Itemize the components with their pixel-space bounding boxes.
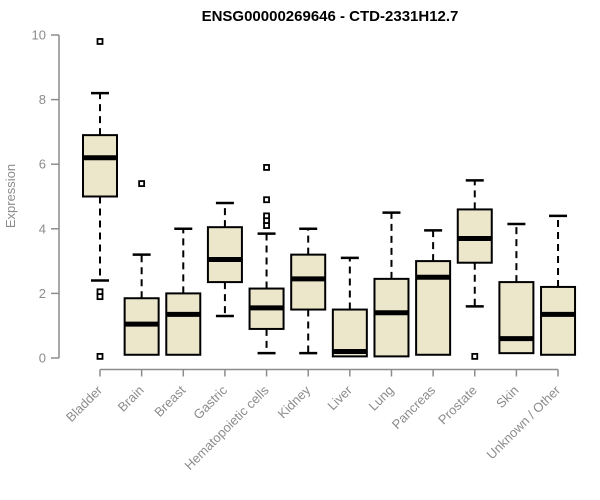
box-group-unknown-other — [540, 214, 577, 356]
x-tick-label-breast: Breast — [151, 382, 188, 419]
box-group-kidney — [290, 227, 327, 355]
chart-title: ENSG00000269646 - CTD-2331H12.7 — [202, 8, 459, 25]
outlier-point — [471, 352, 479, 360]
outlier-point — [263, 196, 270, 204]
y-tick-label: 6 — [39, 157, 46, 172]
box-group-lung — [373, 211, 410, 358]
outlier-point — [263, 222, 270, 229]
y-tick-label: 8 — [39, 92, 46, 107]
outlier-point — [263, 164, 270, 171]
x-tick-label-kidney: Kidney — [275, 382, 314, 421]
box-group-breast — [165, 227, 202, 356]
y-axis-title: Expression — [3, 164, 18, 228]
box-group-pancreas — [415, 229, 452, 356]
x-tick-label-prostate: Prostate — [435, 383, 480, 428]
y-tick-label: 0 — [39, 351, 46, 366]
outlier-point — [96, 38, 104, 45]
iqr-box — [373, 277, 410, 358]
y-axis: 0 2 4 6 8 10 — [32, 28, 60, 366]
x-tick-label-pancreas: Pancreas — [389, 382, 439, 432]
outlier-point — [96, 352, 104, 360]
outlier-point — [138, 180, 146, 187]
x-tick-label-brain: Brain — [115, 383, 147, 415]
box-group-brain — [123, 180, 160, 356]
box-group-skin — [498, 222, 535, 355]
box-group-liver — [331, 256, 368, 358]
box-group-bladder — [82, 38, 118, 360]
x-tick-label-skin: Skin — [493, 383, 521, 411]
box-group-prostate — [456, 179, 493, 360]
x-tick-label-gastric: Gastric — [190, 382, 230, 422]
x-tick-label-bladder: Bladder — [63, 382, 106, 425]
x-tick-label-unknown-other: Unknown / Other — [484, 382, 564, 462]
x-tick-label-lung: Lung — [366, 383, 397, 414]
iqr-box — [290, 253, 327, 311]
iqr-box — [82, 134, 118, 198]
y-tick-label: 4 — [39, 221, 46, 236]
y-tick-label: 2 — [39, 286, 46, 301]
y-tick-label: 10 — [32, 28, 46, 43]
iqr-box — [498, 281, 535, 355]
iqr-box — [165, 292, 202, 356]
box-group-gastric — [206, 201, 243, 318]
iqr-box — [331, 308, 368, 358]
x-tick-label-liver: Liver — [324, 382, 355, 413]
box-group-hematopoietic-cells — [248, 164, 285, 355]
iqr-box — [206, 226, 243, 284]
outlier-point — [96, 293, 104, 301]
iqr-box — [540, 285, 577, 356]
